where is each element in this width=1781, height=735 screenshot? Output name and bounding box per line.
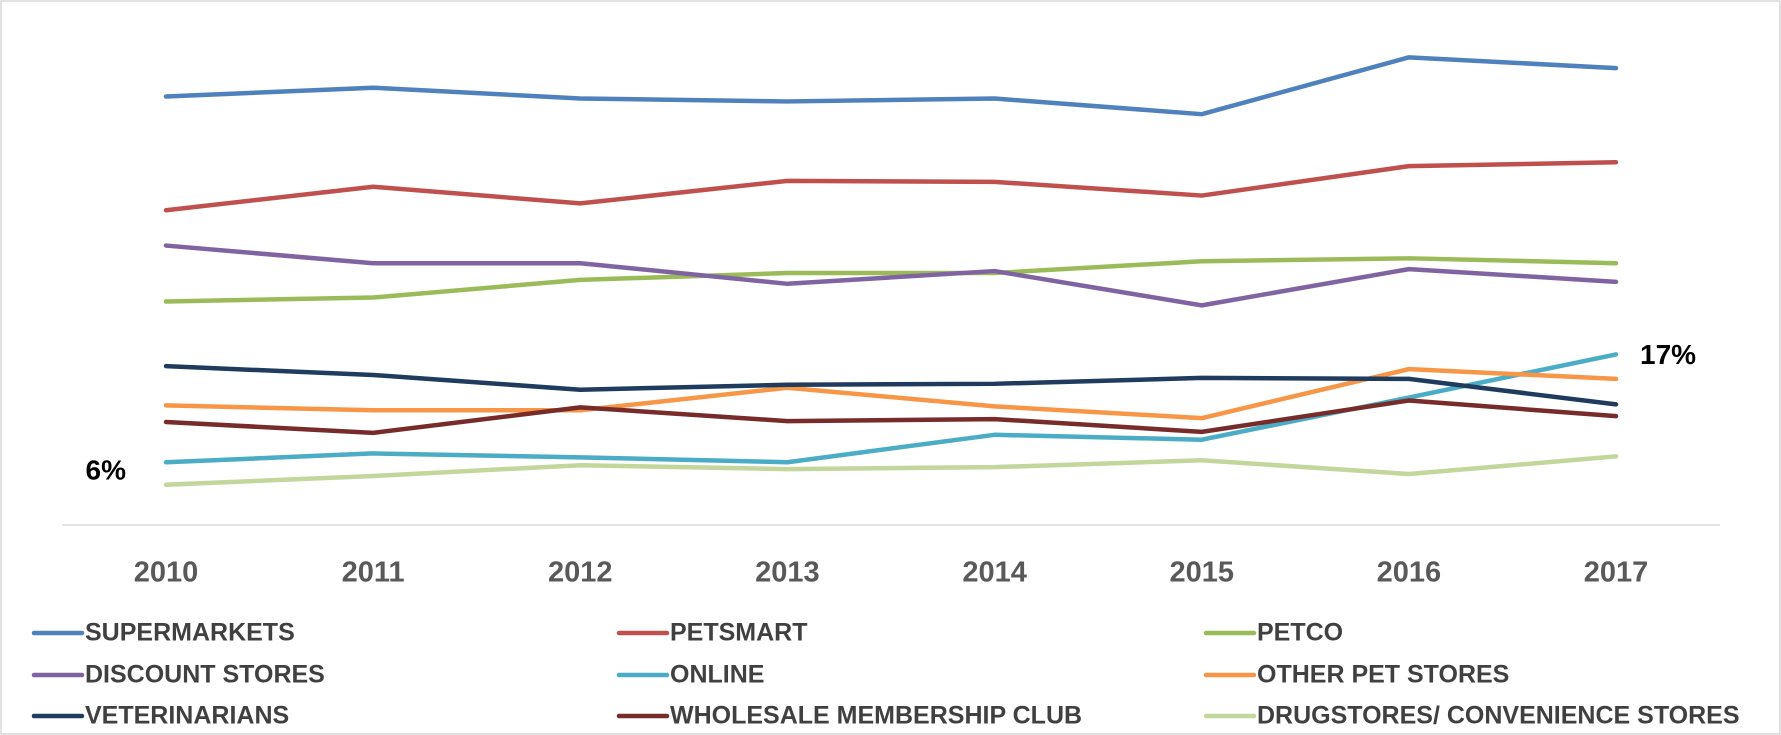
legend-label: SUPERMARKETS bbox=[85, 619, 295, 647]
series-line bbox=[163, 159, 1619, 213]
series-line bbox=[163, 363, 1619, 407]
x-tick-label: 2011 bbox=[342, 557, 405, 589]
series-line bbox=[163, 256, 1619, 304]
annotation: 6% bbox=[86, 455, 127, 486]
legend-label: ONLINE bbox=[670, 661, 764, 689]
x-tick-label: 2012 bbox=[548, 557, 613, 589]
x-tick-label: 2013 bbox=[755, 557, 820, 589]
legend-label: WHOLESALE MEMBERSHIP CLUB bbox=[670, 702, 1082, 730]
legend-label: VETERINARIANS bbox=[85, 702, 289, 730]
series-line bbox=[163, 454, 1619, 488]
x-tick-label: 2016 bbox=[1377, 557, 1442, 589]
legend-label: OTHER PET STORES bbox=[1257, 661, 1509, 689]
series-line bbox=[163, 55, 1619, 117]
annotation: 17% bbox=[1640, 339, 1696, 370]
series-line bbox=[163, 398, 1619, 436]
x-tick-label: 2015 bbox=[1169, 557, 1234, 589]
legend-label: PETCO bbox=[1257, 619, 1343, 647]
x-tick-label: 2014 bbox=[962, 557, 1027, 589]
x-tick-label: 2017 bbox=[1584, 557, 1649, 589]
x-tick-label: 2010 bbox=[134, 557, 199, 589]
series-line bbox=[163, 243, 1619, 308]
legend-label: DISCOUNT STORES bbox=[85, 661, 325, 689]
legend-label: PETSMART bbox=[670, 619, 808, 647]
legend-label: DRUGSTORES/ CONVENIENCE STORES bbox=[1257, 702, 1740, 730]
